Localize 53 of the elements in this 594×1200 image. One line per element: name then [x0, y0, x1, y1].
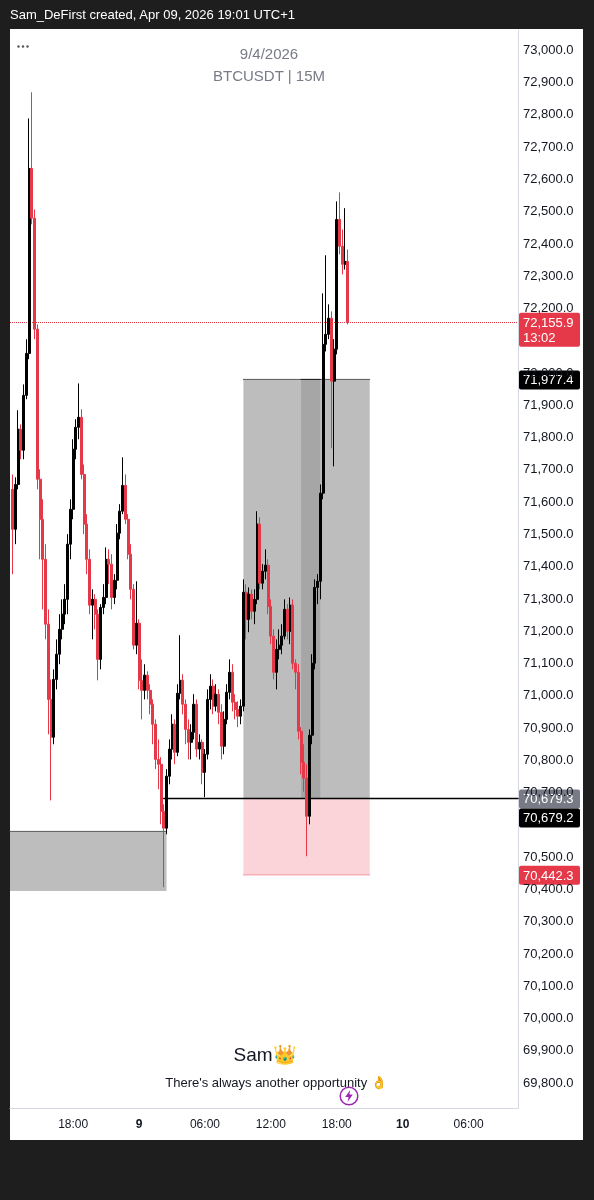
y-tick-label: 71,100.0 — [523, 655, 574, 671]
x-tick-label: 10 — [395, 1117, 410, 1131]
y-tick-label: 69,900.0 — [523, 1042, 574, 1058]
y-tick-label: 70,900.0 — [523, 719, 574, 735]
y-tick-label: 70,100.0 — [523, 977, 574, 993]
candlestick — [91, 588, 94, 640]
candlestick — [143, 663, 146, 700]
y-tick-label: 70,800.0 — [523, 751, 574, 767]
x-tick-label: 06:00 — [189, 1117, 221, 1131]
y-tick-label: 71,500.0 — [523, 526, 574, 541]
candlestick — [195, 698, 198, 758]
x-tick-label: 12:00 — [255, 1117, 287, 1131]
y-tick-label: 71,300.0 — [523, 590, 574, 606]
y-tick-label: 70,000.0 — [523, 1010, 574, 1026]
y-tick-label: 71,000.0 — [523, 687, 574, 703]
y-tick-label: 72,500.0 — [523, 203, 574, 219]
y-tick-label: 70,300.0 — [523, 913, 574, 929]
y-tick-label: 72,800.0 — [523, 106, 574, 122]
y-tick-label: 71,600.0 — [523, 493, 574, 509]
candlestick — [250, 588, 253, 620]
y-tick-label: 69,800.0 — [523, 1074, 574, 1090]
x-tick-label: 18:00 — [58, 1117, 89, 1131]
candlestick — [11, 473, 14, 575]
annotation: There's always another opportunity 👌 — [165, 1075, 387, 1091]
y-tick-label: 70,500.0 — [523, 848, 574, 864]
text: BTCUSDT | 15M — [213, 67, 325, 84]
y-tick-label: 71,200.0 — [523, 622, 574, 638]
y-tick-label: 70,400.0 — [523, 881, 574, 897]
y-tick-label: 71,800.0 — [523, 429, 574, 445]
text: 70,442.3 — [523, 867, 574, 883]
x-tick-label: 9 — [135, 1117, 143, 1131]
x-tick-label: 06:00 — [453, 1117, 484, 1131]
y-tick-label: 72,600.0 — [523, 170, 574, 186]
text: Sam_DeFirst created, Apr 09, 2026 19:01 UTC+1 — [10, 7, 296, 23]
y-tick-label: 72,200.0 — [523, 300, 574, 316]
candlestick — [110, 553, 113, 610]
y-tick-label: 71,400.0 — [523, 558, 574, 574]
y-tick-label: 72,900.0 — [523, 74, 574, 90]
data-label: 70,679.2 — [523, 810, 574, 826]
ref-line-label: 72,155.9 13:02 — [523, 314, 574, 345]
candlestick — [135, 580, 138, 655]
y-tick-label: 72,400.0 — [523, 235, 574, 251]
y-tick-label: 72,300.0 — [523, 267, 574, 283]
y-tick-label: 70,200.0 — [523, 945, 574, 961]
candlestick — [198, 733, 201, 760]
y-tick-label: 71,900.0 — [523, 396, 574, 412]
candlestick — [286, 603, 289, 640]
annotation: Sam👑 — [233, 1044, 297, 1067]
x-tick-label: 18:00 — [321, 1117, 353, 1131]
text: 9/4/2026 — [239, 45, 299, 62]
y-tick-label: 71,700.0 — [523, 461, 574, 477]
y-tick-label: 73,000.0 — [523, 41, 574, 57]
y-tick-label: 72,700.0 — [523, 138, 574, 154]
